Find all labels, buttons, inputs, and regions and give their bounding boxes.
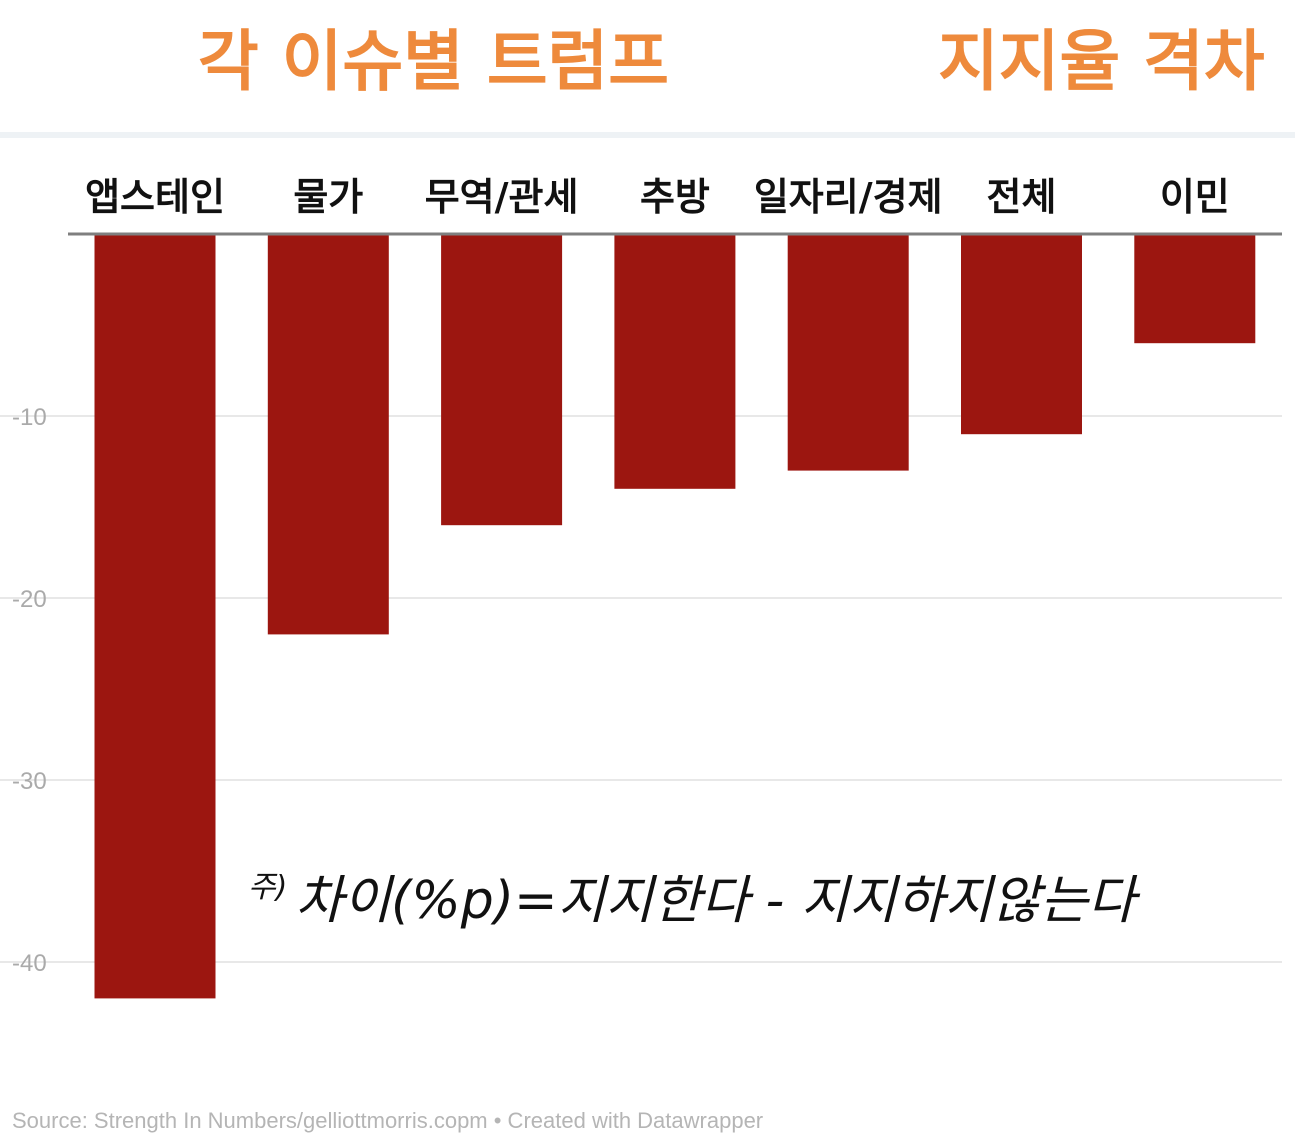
category-label: 앱스테인 — [85, 175, 225, 219]
note-text: 차이(%p)=지지한다 - 지지하지않는다 — [295, 871, 1136, 931]
chart-title-left: 각 이슈별 트럼프 — [198, 23, 669, 100]
bar — [441, 234, 563, 526]
bar — [267, 234, 389, 635]
bars — [94, 234, 1256, 999]
bar — [1134, 234, 1256, 344]
y-tick-label: -10 — [12, 404, 47, 431]
y-tick-label: -20 — [12, 586, 47, 613]
category-label: 무역/관세 — [425, 175, 579, 219]
category-label: 일자리/경제 — [754, 175, 943, 219]
category-labels: 앱스테인 물가 무역/관세 추방 일자리/경제 전체 이민 — [85, 175, 1230, 219]
category-label: 추방 — [640, 175, 710, 219]
y-axis-ticks: -10 -20 -30 -40 — [12, 404, 47, 977]
chart-note: 주) 차이(%p)=지지한다 - 지지하지않는다 — [248, 858, 1136, 933]
chart-title-right: 지지율 격차 — [938, 23, 1265, 100]
title-divider — [0, 132, 1295, 138]
note-mark: 주) — [248, 870, 288, 905]
bar — [961, 234, 1082, 435]
bar — [787, 234, 909, 471]
y-tick-label: -40 — [12, 950, 47, 977]
category-label: 전체 — [987, 175, 1057, 219]
category-label: 이민 — [1160, 175, 1230, 219]
y-tick-label: -30 — [12, 768, 47, 795]
category-label: 물가 — [293, 175, 363, 219]
source-credit: Source: Strength In Numbers/gelliottmorr… — [12, 1108, 764, 1133]
bar — [614, 234, 736, 489]
bar — [94, 234, 216, 999]
